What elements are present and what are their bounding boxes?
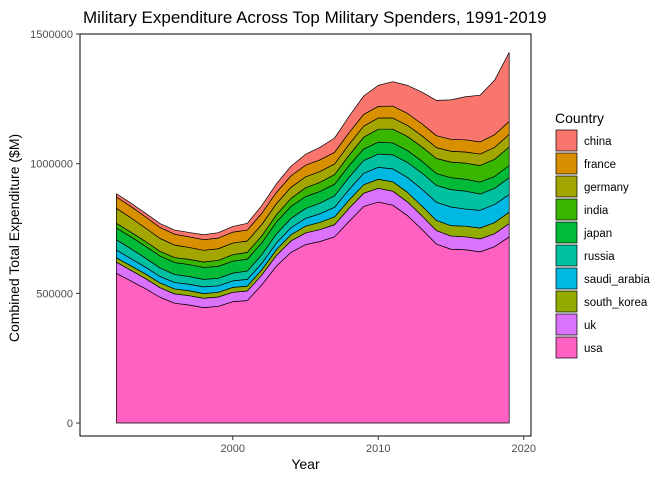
y-tick-label: 1000000 [30, 159, 73, 171]
y-tick-label: 1500000 [30, 29, 73, 41]
y-tick-label: 0 [67, 418, 73, 430]
y-axis: 0 500000 1000000 1500000 [30, 29, 80, 430]
legend-key-south-korea [555, 290, 578, 313]
chart-title: Military Expenditure Across Top Military… [83, 8, 547, 27]
y-axis-title: Combined Total Expenditure ($M) [6, 134, 22, 342]
x-tick-label: 2010 [366, 443, 390, 455]
plot-areas [116, 52, 510, 424]
legend-label-germany: germany [584, 182, 629, 194]
legend-label-usa: usa [584, 343, 603, 355]
legend-label-france: france [584, 159, 616, 171]
legend-label-saudi-arabia: saudi_arabia [584, 274, 650, 286]
legend: Country china france germany india japan russ… [555, 110, 650, 359]
legend-key-japan [555, 221, 578, 244]
legend-key-china [555, 129, 578, 152]
legend-key-saudi-arabia [555, 267, 578, 290]
legend-label-china: china [584, 136, 612, 148]
legend-label-russia: russia [584, 251, 615, 263]
x-axis: 2000 2010 2020 [221, 436, 536, 455]
legend-key-uk [555, 313, 578, 336]
legend-key-germany [555, 175, 578, 198]
legend-key-france [555, 152, 578, 175]
legend-key-usa [555, 336, 578, 359]
x-tick-label: 2000 [221, 443, 245, 455]
area-china [116, 52, 510, 241]
y-tick-label: 500000 [36, 288, 73, 300]
legend-label-uk: uk [584, 320, 596, 332]
plot-panel-border [79, 33, 532, 437]
legend-label-japan: japan [583, 228, 612, 240]
legend-key-india [555, 198, 578, 221]
legend-title: Country [555, 110, 604, 126]
legend-label-india: india [584, 205, 609, 217]
x-tick-label: 2020 [511, 443, 535, 455]
legend-key-russia [555, 244, 578, 267]
x-axis-title: Year [291, 456, 320, 472]
legend-label-south-korea: south_korea [584, 297, 648, 309]
